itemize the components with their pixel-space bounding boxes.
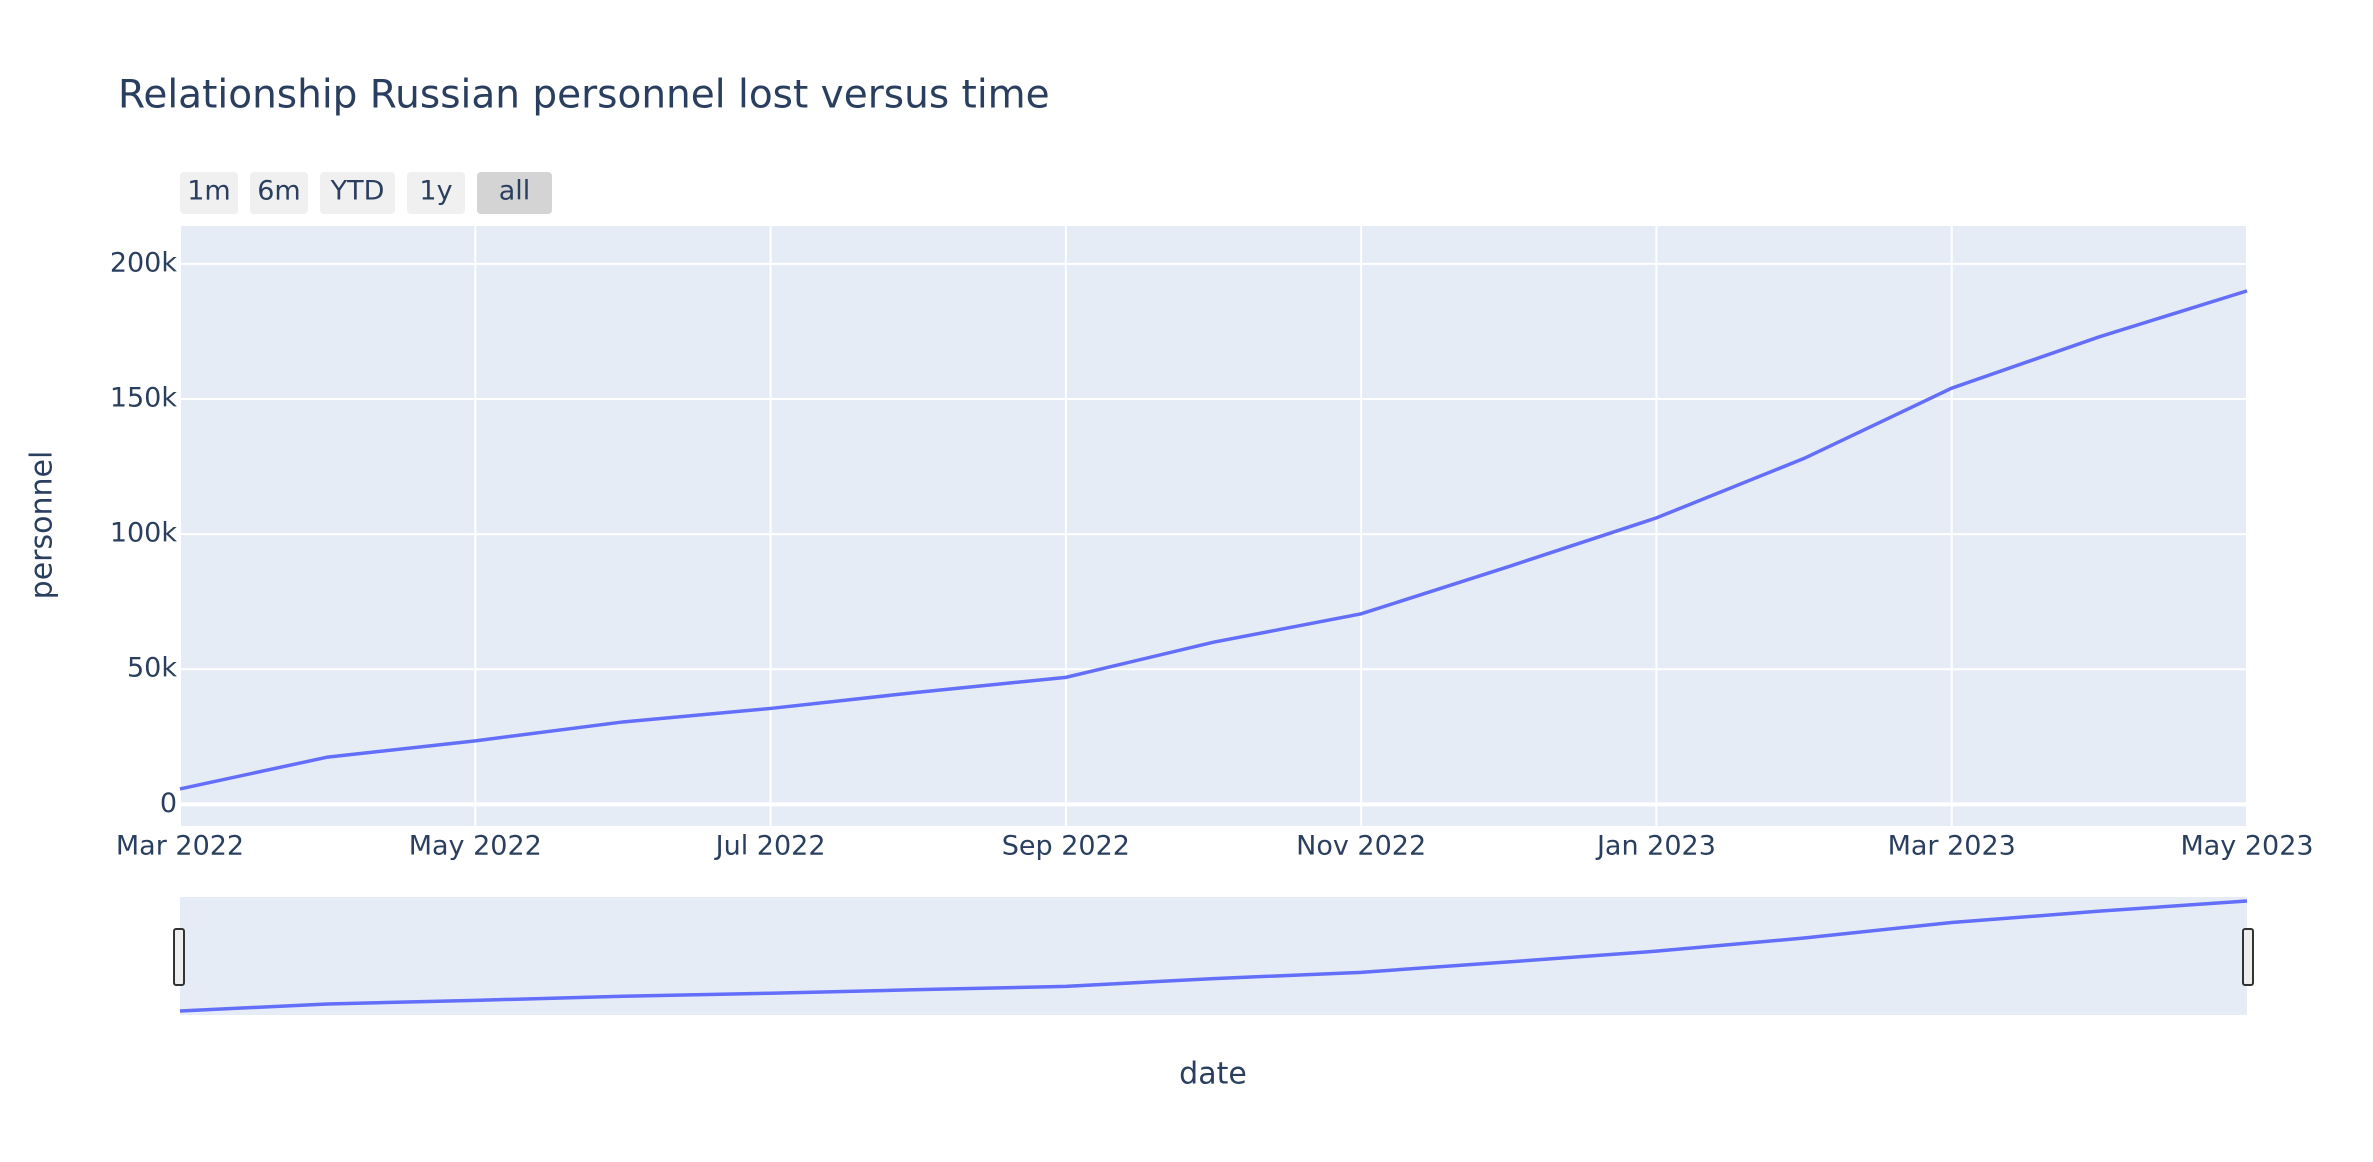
x-tick-label: Sep 2022 [1002,831,1130,862]
range-button-label[interactable]: 6m [257,176,300,207]
plot-area [180,226,2247,826]
range-button-label[interactable]: 1y [419,176,452,207]
slider-line [179,899,2248,1013]
range-button-label[interactable]: all [499,176,531,207]
range-button[interactable] [477,172,552,214]
y-tick-label: 200k [110,247,178,278]
range-button[interactable] [320,172,395,214]
range-selector: 1m 6m YTD 1y all [180,172,552,214]
x-tick-label: Nov 2022 [1296,831,1426,862]
range-button[interactable] [250,172,308,214]
range-button-label[interactable]: 1m [187,176,230,207]
x-tick-label: May 2023 [2180,831,2313,862]
range-slider[interactable] [180,897,2247,1015]
slider-handle[interactable] [2242,928,2254,986]
chart-title: Relationship Russian personnel lost vers… [118,73,1050,118]
y-tick-label: 150k [110,382,178,413]
x-tick-label: Mar 2023 [1888,831,2016,862]
x-tick-label: Jan 2023 [1595,831,1716,862]
y-tick-label: 50k [127,653,177,684]
x-axis-label: date [1179,1057,1247,1092]
y-tick-label: 100k [110,518,178,549]
range-button[interactable] [407,172,465,214]
y-tick-label: 0 [160,788,177,819]
x-tick-label: May 2022 [409,831,542,862]
range-button[interactable] [180,172,238,214]
slider-handle[interactable] [173,928,185,986]
line-series [179,289,2248,791]
range-button-label[interactable]: YTD [330,176,385,207]
x-tick-label: Jul 2022 [714,831,826,862]
y-axis-label: personnel [25,451,60,600]
x-tick-label: Mar 2022 [116,831,244,862]
